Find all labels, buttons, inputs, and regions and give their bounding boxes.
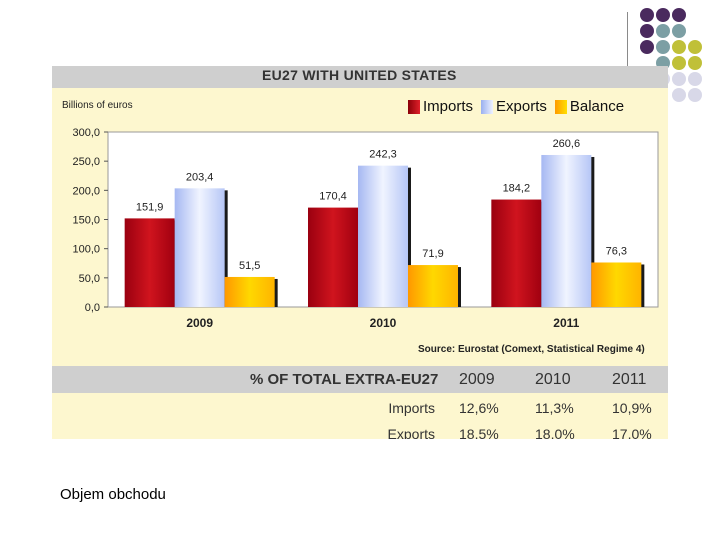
share-table-year: 2010 [535,371,571,388]
legend-label-balance: Balance [569,98,625,115]
decorative-dot [656,40,670,54]
share-table-cell: 11,3% [535,400,574,416]
legend-swatch-exports [481,99,494,114]
decorative-dot [640,40,654,54]
x-category-label: 2011 [553,316,579,330]
bar-value-label: 203,4 [186,171,214,183]
y-tick-label: 50,0 [79,273,100,285]
bar-exports [541,154,592,307]
chart-title: EU27 WITH UNITED STATES [262,67,457,83]
chart-source-note: Source: Eurostat (Comext, Statistical Re… [418,344,645,355]
share-table-row-label: Exports [387,426,435,439]
bar-imports [491,199,542,307]
y-tick-label: 100,0 [72,244,100,256]
share-table-cell: 18.0% [535,426,575,439]
legend-label-imports: Imports [423,98,474,115]
bar-value-label: 184,2 [503,183,531,195]
bar-value-label: 51,5 [239,260,260,272]
chart-title-bar: EU27 WITH UNITED STATES [52,66,668,88]
bar-value-label: 242,3 [369,149,397,161]
share-table-cell: 17.0% [612,426,652,439]
bar-exports [174,188,225,307]
bar-exports [358,165,408,307]
share-table-cell: 12,6% [459,400,499,416]
decorative-dot [640,24,654,38]
decorative-dot [688,56,702,70]
decorative-dot [656,8,670,22]
x-category-label: 2010 [370,316,397,330]
legend-swatch-balance [554,99,567,114]
bar-imports [308,207,358,307]
share-table-cell: 10,9% [612,400,652,416]
y-tick-label: 150,0 [72,215,100,227]
slide-caption: Objem obchodu [60,486,166,503]
legend-swatch-imports [408,99,420,114]
y-axis-label: Billions of euros [62,100,133,111]
bar-value-label: 260,6 [553,138,581,150]
share-table-header: % OF TOTAL EXTRA-EU27 2009 2010 2011 [52,366,668,393]
decorative-dot [688,88,702,102]
bar-balance [591,262,642,307]
legend-item-exports: Exports [481,98,547,115]
y-tick-label: 250,0 [72,156,100,168]
decorative-dot [656,24,670,38]
decorative-dot [672,24,686,38]
slide-image: EU27 WITH UNITED STATES Billions of euro… [52,66,668,439]
decorative-dot [672,72,686,86]
bar-chart-plot: 0,0 50,0 100,0 150,0 200,0 250,0 300,0 151,9 203… [72,127,659,330]
y-tick-label: 300,0 [72,127,100,139]
decorative-dot [672,40,686,54]
bar-value-label: 170,4 [319,191,347,203]
bar-value-label: 151,9 [136,201,164,213]
share-table-year: 2011 [612,371,647,388]
share-table-year: 2009 [459,371,495,388]
y-tick-label: 200,0 [72,185,100,197]
bar-imports [124,218,175,307]
decorative-dot [688,72,702,86]
decorative-dot [640,8,654,22]
share-table: % OF TOTAL EXTRA-EU27 2009 2010 2011 Imp… [52,366,668,439]
chart-panel: Billions of euros Imports Exports Balanc… [52,88,668,366]
decorative-dot [688,40,702,54]
bar-value-label: 76,3 [606,245,627,257]
decorative-dot [672,56,686,70]
legend-item-balance: Balance [554,98,625,115]
share-table-title: % OF TOTAL EXTRA-EU27 [250,371,439,388]
bar-balance [408,265,458,307]
y-tick-label: 0,0 [85,302,100,314]
share-table-cell: 18.5% [459,426,499,439]
decorative-dot [672,8,686,22]
chart-legend: Imports Exports Balance [408,98,624,115]
legend-item-imports: Imports [408,98,473,115]
decorative-dot [672,88,686,102]
share-table-row-label: Imports [388,400,435,416]
bar-balance [224,276,275,307]
legend-label-exports: Exports [496,98,547,115]
x-category-label: 2009 [186,316,213,330]
bar-value-label: 71,9 [422,248,443,260]
